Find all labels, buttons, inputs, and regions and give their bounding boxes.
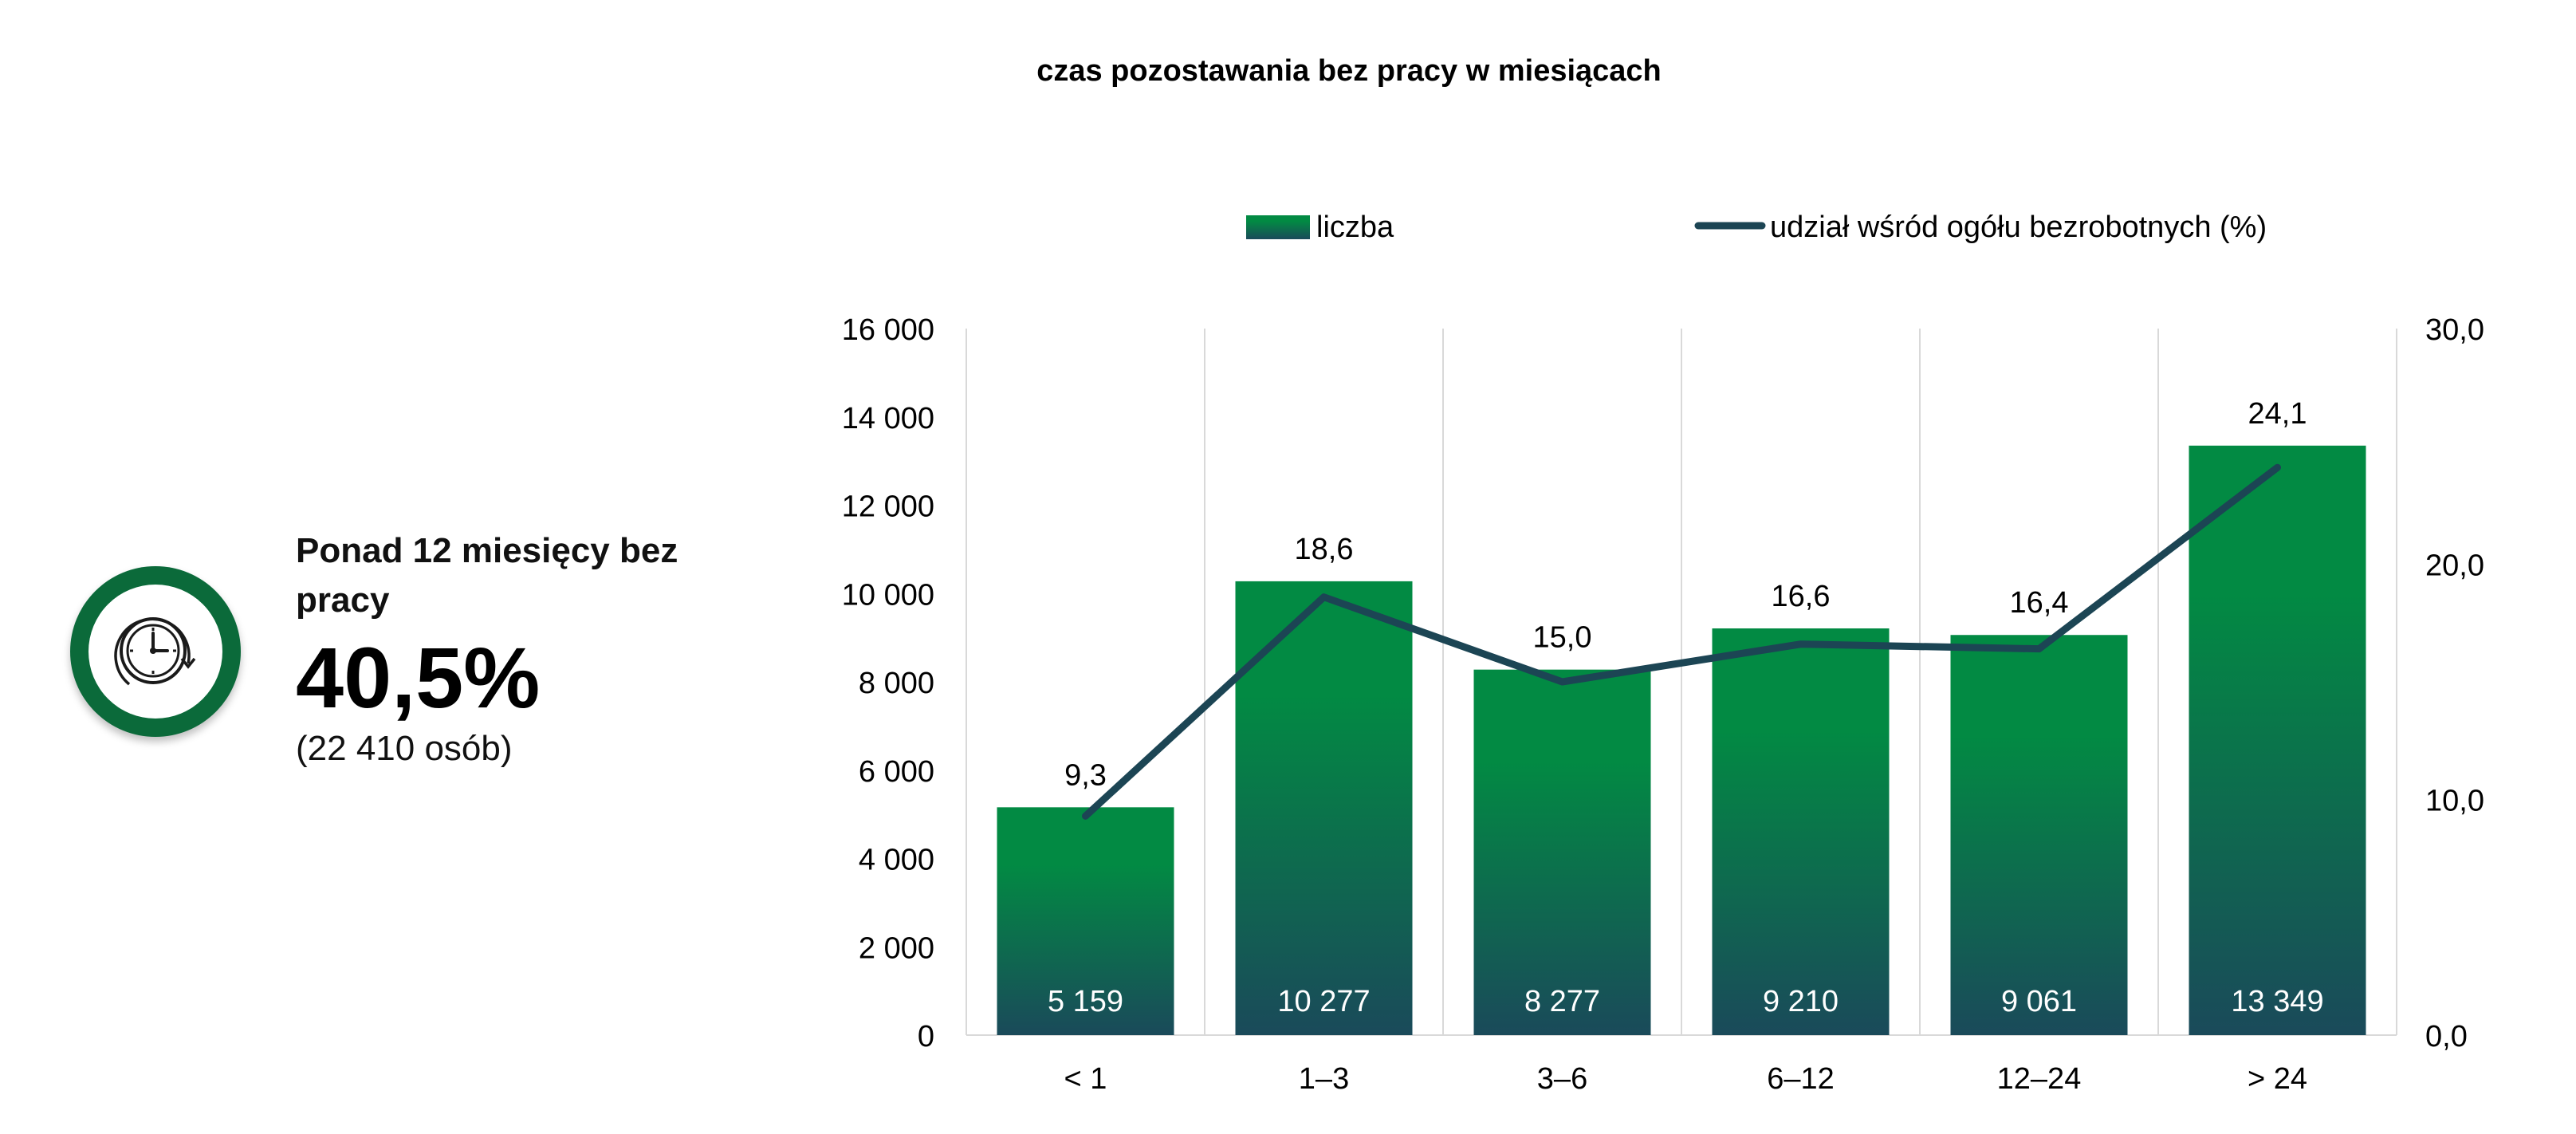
line-path xyxy=(1082,463,2281,820)
x-axis: < 1 1–3 3–6 6–12 12–24 > 24 xyxy=(1064,1062,2307,1096)
y-right-tick-label: 20,0 xyxy=(2425,549,2484,582)
y-left-tick-label: 10 000 xyxy=(842,578,934,612)
bar xyxy=(1235,581,1413,1035)
bar xyxy=(1950,635,2128,1035)
bar-value-label: 9 210 xyxy=(1763,985,1839,1018)
summary-badge xyxy=(70,566,241,737)
x-tick-label: > 24 xyxy=(2248,1062,2307,1096)
legend-label-bars: liczba xyxy=(1316,211,1394,244)
x-tick-label: 6–12 xyxy=(1767,1062,1835,1096)
y-left-tick-label: 0 xyxy=(918,1020,934,1053)
y-left-tick-label: 2 000 xyxy=(859,931,934,965)
bar-value-label: 10 277 xyxy=(1277,985,1370,1018)
line-labels: 9,3 18,6 15,0 16,6 16,4 24,1 xyxy=(1064,397,2307,793)
x-tick-label: 3–6 xyxy=(1537,1062,1587,1096)
y-left-tick-label: 6 000 xyxy=(859,755,934,789)
x-tick-label: < 1 xyxy=(1064,1062,1107,1096)
bar-value-label: 9 061 xyxy=(2001,985,2077,1018)
bar-value-label: 5 159 xyxy=(1048,985,1123,1018)
y-left-tick-label: 4 000 xyxy=(859,844,934,877)
chart-title: czas pozostawania bez pracy w miesiącach xyxy=(1036,54,1662,88)
line-series xyxy=(1082,463,2281,820)
bar xyxy=(1712,628,1890,1035)
y-left-tick-label: 16 000 xyxy=(842,313,934,347)
bars xyxy=(997,445,2366,1035)
line-value-label: 9,3 xyxy=(1064,758,1107,792)
y-right-tick-label: 0,0 xyxy=(2425,1020,2468,1053)
y-left-tick-label: 8 000 xyxy=(859,667,934,700)
legend: liczba udział wśród ogółu bezrobotnych (… xyxy=(1246,211,2267,244)
line-value-label: 24,1 xyxy=(2248,397,2307,431)
bar xyxy=(2189,445,2366,1035)
summary-label: Ponad 12 miesięcy bez pracy xyxy=(296,531,678,620)
summary-panel: Ponad 12 miesięcy bez pracy 40,5% (22 41… xyxy=(70,510,724,782)
summary-note: (22 410 osób) xyxy=(296,729,513,768)
bar xyxy=(1473,669,1651,1035)
y-axis-right: 0,0 10,0 20,0 30,0 xyxy=(2425,313,2484,1053)
y-right-tick-label: 30,0 xyxy=(2425,313,2484,347)
line-value-label: 18,6 xyxy=(1295,533,1354,566)
y-left-tick-label: 14 000 xyxy=(842,402,934,435)
line-value-label: 16,4 xyxy=(2010,586,2069,620)
grid xyxy=(966,329,2397,1036)
x-tick-label: 12–24 xyxy=(1997,1062,2082,1096)
line-value-label: 16,6 xyxy=(1772,580,1831,613)
x-tick-label: 1–3 xyxy=(1299,1062,1349,1096)
y-right-tick-label: 10,0 xyxy=(2425,785,2484,818)
legend-label-line: udział wśród ogółu bezrobotnych (%) xyxy=(1770,211,2267,244)
clock-icon xyxy=(114,617,196,686)
bar-value-label: 8 277 xyxy=(1524,985,1600,1018)
y-axis-left: 0 2 000 4 000 6 000 8 000 10 000 12 000 14 000 1… xyxy=(842,313,934,1053)
bar xyxy=(997,807,1174,1035)
y-left-tick-label: 12 000 xyxy=(842,490,934,524)
line-value-label: 15,0 xyxy=(1533,621,1592,655)
summary-value: 40,5% xyxy=(296,629,541,726)
bar-value-label: 13 349 xyxy=(2231,985,2323,1018)
bar-labels: 5 159 10 277 8 277 9 210 9 061 13 349 xyxy=(1048,985,2324,1018)
legend-swatch-bars xyxy=(1246,215,1310,239)
